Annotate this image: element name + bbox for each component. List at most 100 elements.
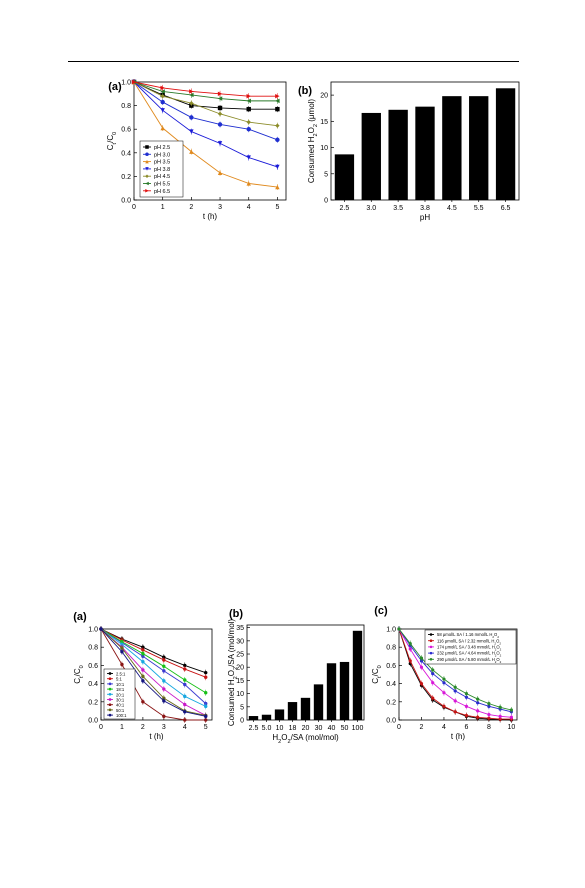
top-a-point-shape [246,181,251,186]
bottom-a-series-line [100,628,206,716]
top-a-legend-marker-shape [145,152,149,157]
bottom-c-legend-marker [429,658,433,661]
bottom-b-bar [339,661,350,720]
bottom-a-point-shape [204,718,208,722]
top-a-point [275,164,280,170]
bottom-b-ytick-label: 35 [236,625,244,632]
bottom-a-legend-marker-shape [108,672,112,675]
bottom-a-legend-marker-shape [108,713,112,717]
top-a-point-shape [246,127,251,132]
bottom-a-point-shape [162,658,166,662]
bottom-a-point-shape [204,691,208,695]
bottom-c-point [487,712,491,717]
top-a-point-shape [160,108,165,113]
bottom-b-xtick-label: 18 [289,725,297,732]
bottom-a-point [204,718,208,722]
top-a-xtick-label: 4 [247,204,251,211]
bottom-a-point-shape [120,650,124,654]
bottom-c-point [431,671,435,676]
bottom-b-ylabel: Consumed H2O2/SA (mol/mol) [227,619,239,727]
top-a-point [275,123,280,128]
bottom-c-point [476,697,480,701]
bottom-c-legend-marker-shape [429,651,433,655]
bottom-a-point-shape [162,669,166,673]
bottom-b-xtick-label: 100 [352,725,364,732]
bottom-c-xtick-label: 2 [420,724,424,731]
top-a-point [246,119,251,125]
top-a-ytick-label: 0.8 [121,103,131,110]
top-a-legend-label: pH 3.8 [154,167,170,173]
top-a-point-shape [275,98,280,104]
top-a-point-shape [246,155,251,160]
top-b-xtick-label: 4.5 [447,205,457,212]
bottom-c-point-shape [431,681,435,685]
bottom-c-point-shape [476,709,480,713]
top-b-bar [388,109,408,200]
bottom-a-legend-marker [108,703,112,707]
top-a-point [189,89,194,94]
bottom-b-ytick-label: 20 [236,665,244,672]
top-a-point-shape [160,93,165,99]
figure-bottom-c-label: (c) [374,605,388,617]
bottom-a-xtick-label: 0 [99,724,103,731]
bottom-a-point-shape [183,710,187,714]
top-a-point [275,93,280,99]
bottom-c-point-shape [442,677,446,681]
top-a-xtick-label: 2 [189,204,193,211]
top-a-point [217,91,223,96]
bottom-a-point [183,718,187,722]
top-a-point-shape [189,115,194,120]
top-a-point [160,85,165,91]
bottom-c-point [453,689,457,693]
bottom-a-series-line [100,628,206,707]
bottom-b-bar [300,697,311,720]
top-a-point [189,92,194,98]
top-a-point [217,122,223,127]
top-a-xtick-label: 0 [132,204,136,211]
figure-top-b-label: (b) [298,85,312,97]
bottom-c-point-shape [408,647,412,651]
top-a-ytick-label: 0.4 [121,150,131,157]
bottom-c-ytick-label: 0.0 [386,718,396,725]
bottom-c-point-shape [464,713,469,718]
bottom-a-point-shape [162,679,166,683]
bottom-a-point [183,702,187,707]
bottom-c-point-shape [397,627,401,631]
bottom-c-point [442,681,446,685]
bottom-b-bar [261,714,272,720]
top-b-xtick-label: 6.5 [501,205,511,212]
top-a-point-shape [217,122,223,127]
top-a-point-shape [246,98,251,104]
top-a-legend-marker-shape [145,181,149,186]
bottom-a-point [183,682,187,687]
bottom-c-point [408,641,412,646]
bottom-b-ytick-label: 25 [236,652,244,659]
top-a-legend-marker-shape [145,174,149,178]
top-a-point-shape [189,92,194,98]
top-a-point-shape [189,101,194,106]
top-b-xtick-label: 3.8 [420,205,430,212]
bottom-a-point [183,710,187,714]
bottom-a-point [183,667,187,671]
bottom-c-legend-marker [429,639,433,642]
bottom-a-point-shape [141,648,145,652]
top-b-bar [334,154,355,200]
bottom-a-point [120,650,124,654]
bottom-b-xtick-label: 40 [328,725,336,732]
bottom-b-bar [248,716,259,720]
bottom-c-point-shape [509,715,513,719]
bottom-a-legend-marker-shape [108,698,112,701]
bottom-a-ytick-label: 0.6 [88,663,98,670]
bottom-c-point-shape [476,715,480,719]
bottom-c-point-shape [419,656,424,660]
top-a-legend-marker [145,159,149,164]
bottom-a-legend-label: 30:1 [116,698,125,703]
top-a-point [189,115,194,120]
bottom-a-point-shape [120,662,124,667]
bottom-c-point-shape [442,704,446,708]
bottom-a-ytick-label: 0.0 [88,718,98,725]
top-b-ytick-label: 15 [320,119,328,126]
bottom-a-point-shape [183,702,187,707]
top-a-point [131,79,137,85]
bottom-a-legend-label: 10:1 [116,682,125,687]
